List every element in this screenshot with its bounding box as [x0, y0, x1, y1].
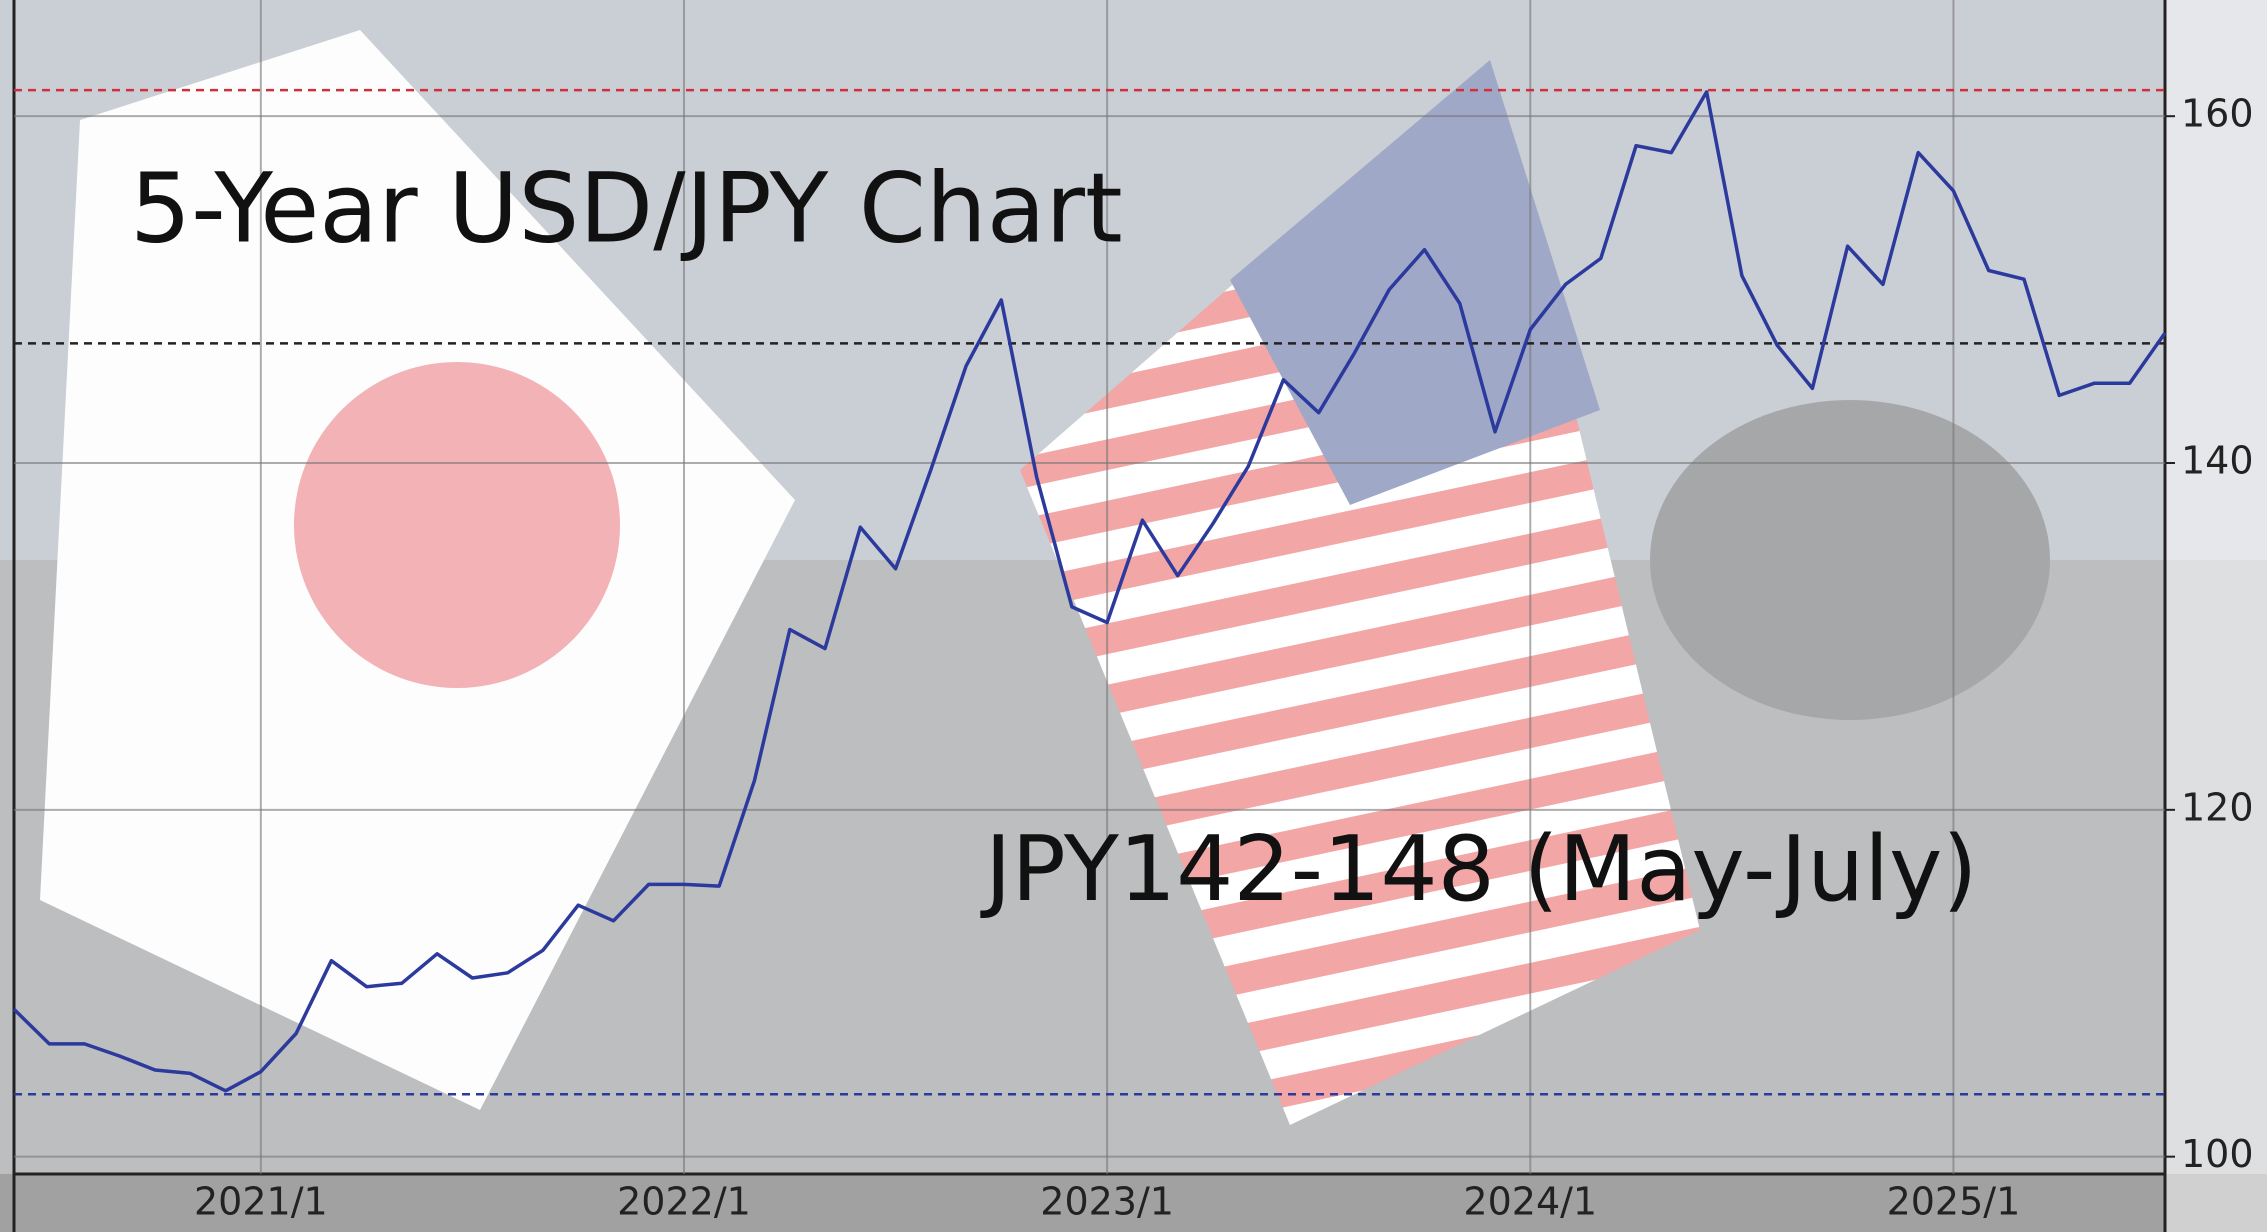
y-tick-label: 140: [2181, 439, 2254, 483]
x-tick-label: 2021/1: [194, 1180, 328, 1224]
y-tick-label: 100: [2181, 1132, 2254, 1176]
y-tick-label: 120: [2181, 785, 2254, 829]
y-tick-label: 160: [2181, 92, 2254, 136]
chart-title: 5-Year USD/JPY Chart: [130, 152, 1123, 264]
x-tick-label: 2025/1: [1887, 1180, 2021, 1224]
x-tick-label: 2023/1: [1040, 1180, 1174, 1224]
x-tick-label: 2024/1: [1463, 1180, 1597, 1224]
x-tick-label: 2022/1: [617, 1180, 751, 1224]
y-axis-band: [2165, 0, 2267, 1232]
annotation: JPY142-148 (May-July): [980, 817, 1978, 922]
chart: 100 120 140 160 2021/1 2022/1 2023/1 2024/1 2025…: [0, 0, 2267, 1232]
